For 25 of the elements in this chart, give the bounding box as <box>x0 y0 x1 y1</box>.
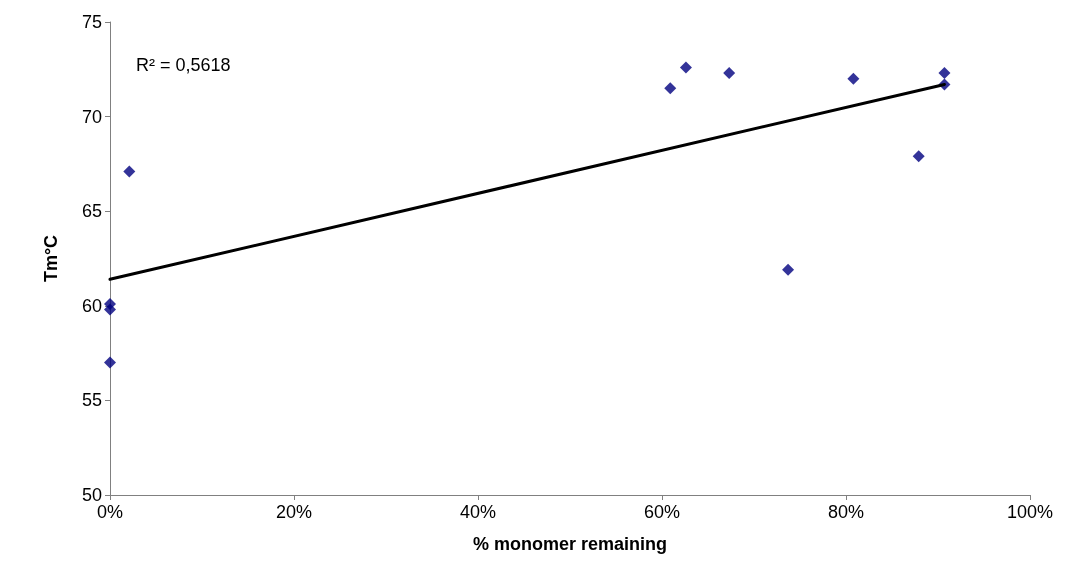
point <box>723 67 736 80</box>
point <box>847 72 860 85</box>
x-tick-label: 20% <box>275 502 313 522</box>
point <box>679 61 692 74</box>
y-axis-title: Tm°C <box>41 234 61 283</box>
x-tick-label: 60% <box>643 502 681 522</box>
x-axis-title: % monomer remaining <box>472 534 668 554</box>
point <box>104 356 116 369</box>
y-tick-label: 75 <box>81 12 102 32</box>
point <box>123 165 136 178</box>
point <box>938 67 951 80</box>
x-tick-label: 0% <box>96 502 124 522</box>
x-tick-label: 40% <box>459 502 497 522</box>
point <box>782 263 795 276</box>
y-tick-label: 55 <box>81 390 102 411</box>
x-tick-label: 100% <box>1006 502 1054 522</box>
annotation: R² = 0,5618 <box>136 55 231 75</box>
point <box>104 303 116 316</box>
y-tick-label: 50 <box>81 485 102 505</box>
y-tick-label: 60 <box>81 295 102 316</box>
y-tick-label: 65 <box>81 201 102 222</box>
point <box>912 150 925 163</box>
y-tick-label: 70 <box>81 106 102 127</box>
point <box>664 82 677 95</box>
x-tick-label: 80% <box>827 502 865 522</box>
